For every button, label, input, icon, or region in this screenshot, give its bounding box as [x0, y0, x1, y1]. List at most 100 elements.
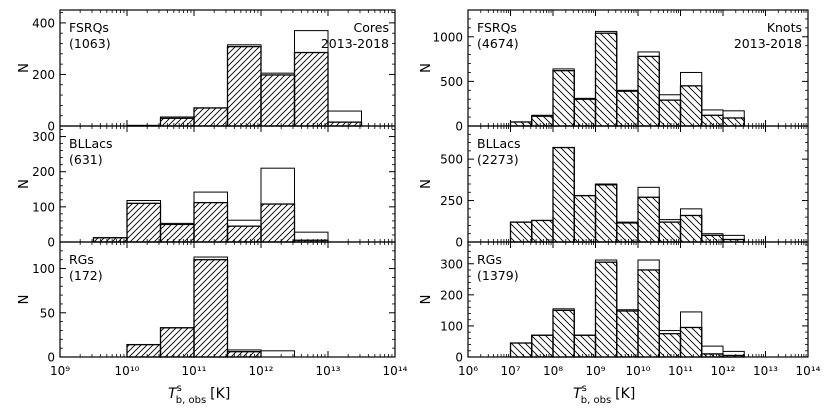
y-tick-label: 200 [32, 68, 55, 82]
y-tick-label: 100 [440, 319, 463, 333]
x-title-unit: [K] [615, 386, 635, 402]
bar-hatched-5 [616, 90, 639, 127]
panel-label-right: Knots [767, 20, 802, 35]
panel-label-left: RGs [477, 252, 502, 267]
bar-hatched-2 [159, 223, 195, 243]
x-title-sub: b, obs [581, 395, 611, 406]
bar-hatched-7 [658, 221, 682, 243]
x-tick-label: 10¹³ [316, 364, 341, 378]
bar-hatched-6 [637, 269, 660, 358]
panel-label-left: BLLacs [69, 136, 113, 151]
x-tick-label: 10¹² [249, 364, 274, 378]
x-tick-label: 10⁸ [543, 364, 563, 378]
bar-hatched-2 [193, 259, 229, 358]
x-title-main: T [168, 386, 178, 402]
bar-hatched-5 [616, 222, 639, 243]
bar-hatched-4 [594, 261, 618, 358]
series-hatched [509, 32, 745, 127]
bar-hatched-3 [573, 98, 597, 127]
panels-layer: 0200400NFSRQs(1063)Cores2013-20180100200… [17, 9, 821, 378]
y-tick-label: 200 [440, 288, 463, 302]
x-title-unit: [K] [210, 386, 230, 402]
panel-label-left: RGs [69, 252, 94, 267]
x-title-sup: s [177, 383, 182, 394]
x-tick-label: 10⁹ [585, 364, 605, 378]
bar-hatched-3 [193, 107, 229, 127]
panel-label-right: 2013-2018 [734, 36, 802, 51]
panel-label-left: (2273) [477, 152, 519, 167]
y-tick-label: 0 [47, 236, 55, 250]
bar-hatched-4 [594, 32, 618, 127]
x-tick-label: 10⁶ [458, 364, 478, 378]
panel-left-middle: 0 100 200 300 N BLLacs(631) [17, 125, 396, 250]
x-tick-label: 10¹³ [753, 364, 778, 378]
bar-hatched-9 [701, 114, 724, 127]
bar-hatched-4 [226, 45, 262, 127]
bar-hatched-9 [701, 234, 724, 243]
bar-hatched-3 [573, 334, 597, 358]
bar-hatched-1 [531, 334, 554, 358]
bar-hatched-5 [260, 74, 296, 127]
bar-hatched-0 [509, 342, 533, 358]
y-tick-label: 50 [40, 306, 55, 320]
panel-label-left: (1063) [69, 36, 111, 51]
bar-hatched-2 [159, 117, 195, 127]
series-hatched [126, 45, 363, 127]
y-tick-label: 250 [440, 194, 463, 208]
bar-hatched-3 [226, 351, 262, 358]
y-tick-label: 0 [455, 120, 463, 134]
panel-label-left: FSRQs [477, 20, 517, 35]
x-tick-label: 10⁹ [50, 364, 70, 378]
bar-hatched-5 [616, 310, 639, 358]
panel-label-left: (1379) [477, 268, 519, 283]
series-hatched [509, 146, 745, 243]
x-tick-label: 10¹¹ [668, 364, 693, 378]
bar-hatched-7 [658, 333, 682, 358]
panel-right-bottom: 10⁶ 10⁷ 10⁸ 10⁹ 10¹⁰ 10¹¹ 10¹² 10¹³ 10¹⁴ 0 100 200 3… [419, 241, 821, 378]
bar-hatched-8 [679, 326, 703, 358]
bar-hatched-8 [679, 85, 703, 127]
y-tick-label: 0 [455, 351, 463, 365]
panel-label-left: FSRQs [69, 20, 109, 35]
bar-hatched-2 [552, 309, 575, 358]
bar-hatched-6 [637, 55, 660, 127]
bar-hatched-1 [159, 327, 195, 358]
y-axis-label: N [419, 63, 434, 73]
bar-hatched-4 [594, 184, 618, 243]
y-tick-label: 500 [440, 75, 463, 89]
panel-frame [59, 241, 396, 358]
x-tick-label: 10¹⁴ [796, 364, 821, 378]
bar-all-4 [260, 350, 295, 358]
panel-label-left: BLLacs [477, 136, 521, 151]
x-tick-label: 10¹² [711, 364, 736, 378]
y-axis-label: N [17, 295, 32, 305]
bar-hatched-3 [573, 194, 597, 243]
y-tick-label: 400 [32, 16, 55, 30]
panel-right-middle: 0 250 500 N BLLacs(2273) [419, 125, 809, 250]
panel-label-left: (4674) [477, 36, 519, 51]
y-tick-label: 300 [440, 257, 463, 271]
series-hatched [92, 201, 329, 243]
x-title-main: T [573, 386, 583, 402]
bar-hatched-6 [637, 196, 660, 243]
panel-label-left: (172) [69, 268, 103, 283]
y-tick-label: 0 [47, 120, 55, 134]
x-axis-title-right: Ts b, obs [K] [573, 383, 635, 406]
bar-hatched-10 [722, 117, 745, 127]
bar-hatched-8 [679, 214, 703, 243]
x-title-sup: s [582, 383, 587, 394]
y-axis-label: N [419, 179, 434, 189]
y-axis-label: N [17, 63, 32, 73]
y-axis-label: N [419, 295, 434, 305]
x-axis-title-left: Ts b, obs [K] [168, 383, 230, 406]
bar-hatched-2 [552, 146, 575, 243]
bar-hatched-1 [531, 219, 554, 243]
series-hatched [126, 259, 262, 358]
bar-hatched-6 [293, 51, 329, 127]
panel-left-bottom: 10⁹ 10¹⁰ 10¹¹ 10¹² 10¹³ 10¹⁴ 0 50 100 N RGs(172) [17, 241, 408, 378]
bar-hatched-3 [193, 201, 229, 243]
y-axis-label: N [17, 179, 32, 189]
x-tick-label: 10⁷ [500, 364, 520, 378]
